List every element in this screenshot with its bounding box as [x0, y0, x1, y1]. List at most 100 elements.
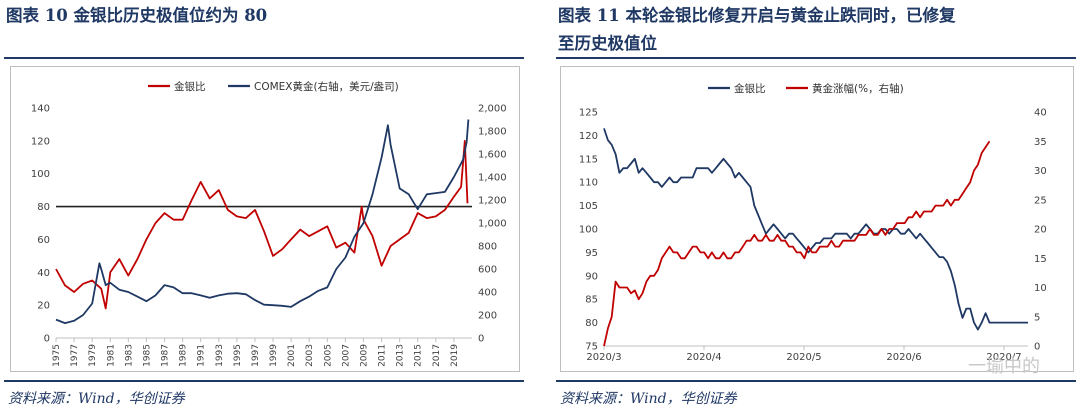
y-tick-label-left: 40	[37, 268, 50, 279]
y-tick-label-left: 20	[37, 301, 50, 312]
x-tick-label: 1997	[251, 344, 261, 367]
y-tick-label-left: 140	[31, 104, 50, 115]
left-source-note: 资料来源：Wind，华创证券	[8, 391, 185, 407]
left-source-rule	[4, 380, 524, 382]
y-tick-label-right: 10	[1034, 283, 1047, 294]
x-tick-label: 2009	[359, 344, 369, 367]
y-tick-label-right: 1,600	[478, 150, 507, 161]
x-tick-label: 2017	[432, 344, 442, 367]
y-tick-label-left: 105	[579, 201, 598, 212]
right-panel: 图表 11 本轮金银比修复开启与黄金止跌同时，已修复 至历史极值位	[552, 0, 1080, 58]
left-axis-labels: 75 80 85 90 95 100 105 110 115 120 125	[579, 108, 598, 353]
x-tick-label: 2011	[378, 344, 388, 367]
x-tick-label: 2005	[323, 344, 333, 367]
y-tick-label-right: 25	[1034, 195, 1047, 206]
x-tick-label: 2020/6	[886, 352, 921, 363]
figure-title-11-line1: 图表 11 本轮金银比修复开启与黄金止跌同时，已修复	[558, 6, 956, 25]
right-axis-labels: 0 200 400 600 800 1,000 1,200 1,400 1,600 1,800 2,…	[478, 104, 507, 345]
legend-label: 黄金涨幅(%，右轴)	[812, 82, 904, 95]
y-tick-label-right: 1,400	[478, 173, 507, 184]
x-tick-label: 1989	[179, 344, 189, 367]
x-tick-label: 2015	[414, 344, 424, 367]
legend-label: COMEX黄金(右轴，美元/盎司)	[254, 80, 399, 93]
x-tick-label: 2007	[341, 344, 351, 367]
plot-area	[603, 128, 1028, 350]
y-tick-label-right: 5	[1034, 312, 1040, 323]
y-tick-label-right: 600	[478, 265, 497, 276]
y-tick-label-right: 0	[1034, 342, 1040, 353]
y-tick-label-left: 100	[31, 169, 50, 180]
right-title-rule	[556, 57, 1076, 59]
x-tick-label: 1987	[161, 344, 171, 367]
legend: 金银比 黄金涨幅(%，右轴)	[708, 82, 904, 95]
y-tick-label-left: 80	[585, 318, 598, 329]
series-line-gold-silver-ratio	[603, 128, 1028, 331]
x-tick-label: 1999	[269, 344, 279, 367]
y-tick-label-left: 95	[585, 248, 598, 259]
gold-silver-ratio-history-chart: 金银比 COMEX黄金(右轴，美元/盎司) 020406080100120140 …	[10, 66, 520, 372]
y-tick-label-right: 400	[478, 288, 497, 299]
y-tick-label-left: 120	[579, 131, 598, 142]
y-tick-label-right: 35	[1034, 137, 1047, 148]
y-tick-label-left: 125	[579, 108, 598, 119]
legend-label: 金银比	[734, 82, 766, 95]
right-axis-labels: 0 5 10 15 20 25 30 35 40	[1034, 108, 1047, 353]
x-tick-label: 2020/5	[786, 352, 821, 363]
left-panel: 图表 10 金银比历史极值位约为 80	[0, 0, 530, 30]
x-tick-label: 2019	[450, 344, 460, 367]
y-tick-label-right: 1,800	[478, 127, 507, 138]
series-line-gold-silver-ratio	[55, 140, 469, 310]
left-axis-labels: 0 20 40 60 80 100 120 140	[31, 104, 50, 345]
y-tick-label-left: 90	[585, 271, 598, 282]
y-tick-label-left: 0	[44, 334, 50, 345]
chart-frame	[10, 66, 520, 372]
x-tick-label: 1983	[124, 344, 134, 367]
x-tick-label: 1975	[52, 344, 62, 367]
legend: 金银比 COMEX黄金(右轴，美元/盎司)	[148, 80, 399, 93]
x-tick-label: 2013	[396, 344, 406, 367]
y-tick-label-left: 100	[579, 225, 598, 236]
x-tick-label: 2003	[305, 344, 315, 367]
left-title-rule	[4, 57, 524, 59]
y-tick-label-right: 0	[478, 334, 484, 345]
x-axis-labels: 1975 1977 1979 1981 1983 1985 1987 1989 1991 1993…	[52, 344, 460, 367]
y-tick-label-left: 85	[585, 295, 598, 306]
y-tick-label-right: 20	[1034, 225, 1047, 236]
x-tick-label: 1985	[142, 344, 152, 367]
x-tick-label: 1991	[197, 344, 207, 367]
y-tick-label-right: 1,200	[478, 196, 507, 207]
right-source-note: 资料来源：Wind，华创证券	[560, 391, 737, 407]
chart-frame	[560, 66, 1074, 372]
x-tick-label: 1981	[106, 344, 116, 367]
x-tick-label: 1995	[233, 344, 243, 367]
gold-silver-ratio-2020-chart: 金银比 黄金涨幅(%，右轴) 75808590951001051101151201…	[560, 66, 1074, 372]
x-tick-label: 1993	[215, 344, 225, 367]
x-tick-label: 2020/4	[686, 352, 721, 363]
x-axis-labels: 2020/3 2020/4 2020/5 2020/6 2020/7	[586, 352, 1021, 363]
x-tick-label: 2020/7	[986, 352, 1021, 363]
legend-label: 金银比	[174, 80, 206, 93]
right-source-rule	[556, 380, 1076, 382]
y-tick-label-left: 120	[31, 136, 50, 147]
x-tick-label: 1979	[88, 344, 98, 367]
x-tick-label: 1977	[70, 344, 80, 367]
y-tick-label-left: 60	[37, 235, 50, 246]
y-tick-label-left: 80	[37, 202, 50, 213]
figure-title-10: 图表 10 金银比历史极值位约为 80	[6, 6, 268, 25]
series-line-comex-gold	[55, 119, 470, 325]
plot-area	[55, 119, 472, 342]
x-tick-label: 2001	[287, 344, 297, 367]
y-tick-label-right: 200	[478, 311, 497, 322]
figure-title-11-line2: 至历史极值位	[558, 34, 657, 53]
y-tick-label-right: 40	[1034, 108, 1047, 119]
series-line-gold-change	[603, 140, 991, 347]
y-tick-label-left: 75	[585, 342, 598, 353]
y-tick-label-right: 30	[1034, 166, 1047, 177]
y-tick-label-right: 2,000	[478, 104, 507, 115]
y-tick-label-right: 1,000	[478, 219, 507, 230]
y-tick-label-right: 800	[478, 242, 497, 253]
y-tick-label-left: 115	[579, 154, 598, 165]
y-tick-label-left: 110	[579, 178, 598, 189]
watermark: 一瑜中的	[968, 356, 1040, 377]
y-tick-label-right: 15	[1034, 254, 1047, 265]
